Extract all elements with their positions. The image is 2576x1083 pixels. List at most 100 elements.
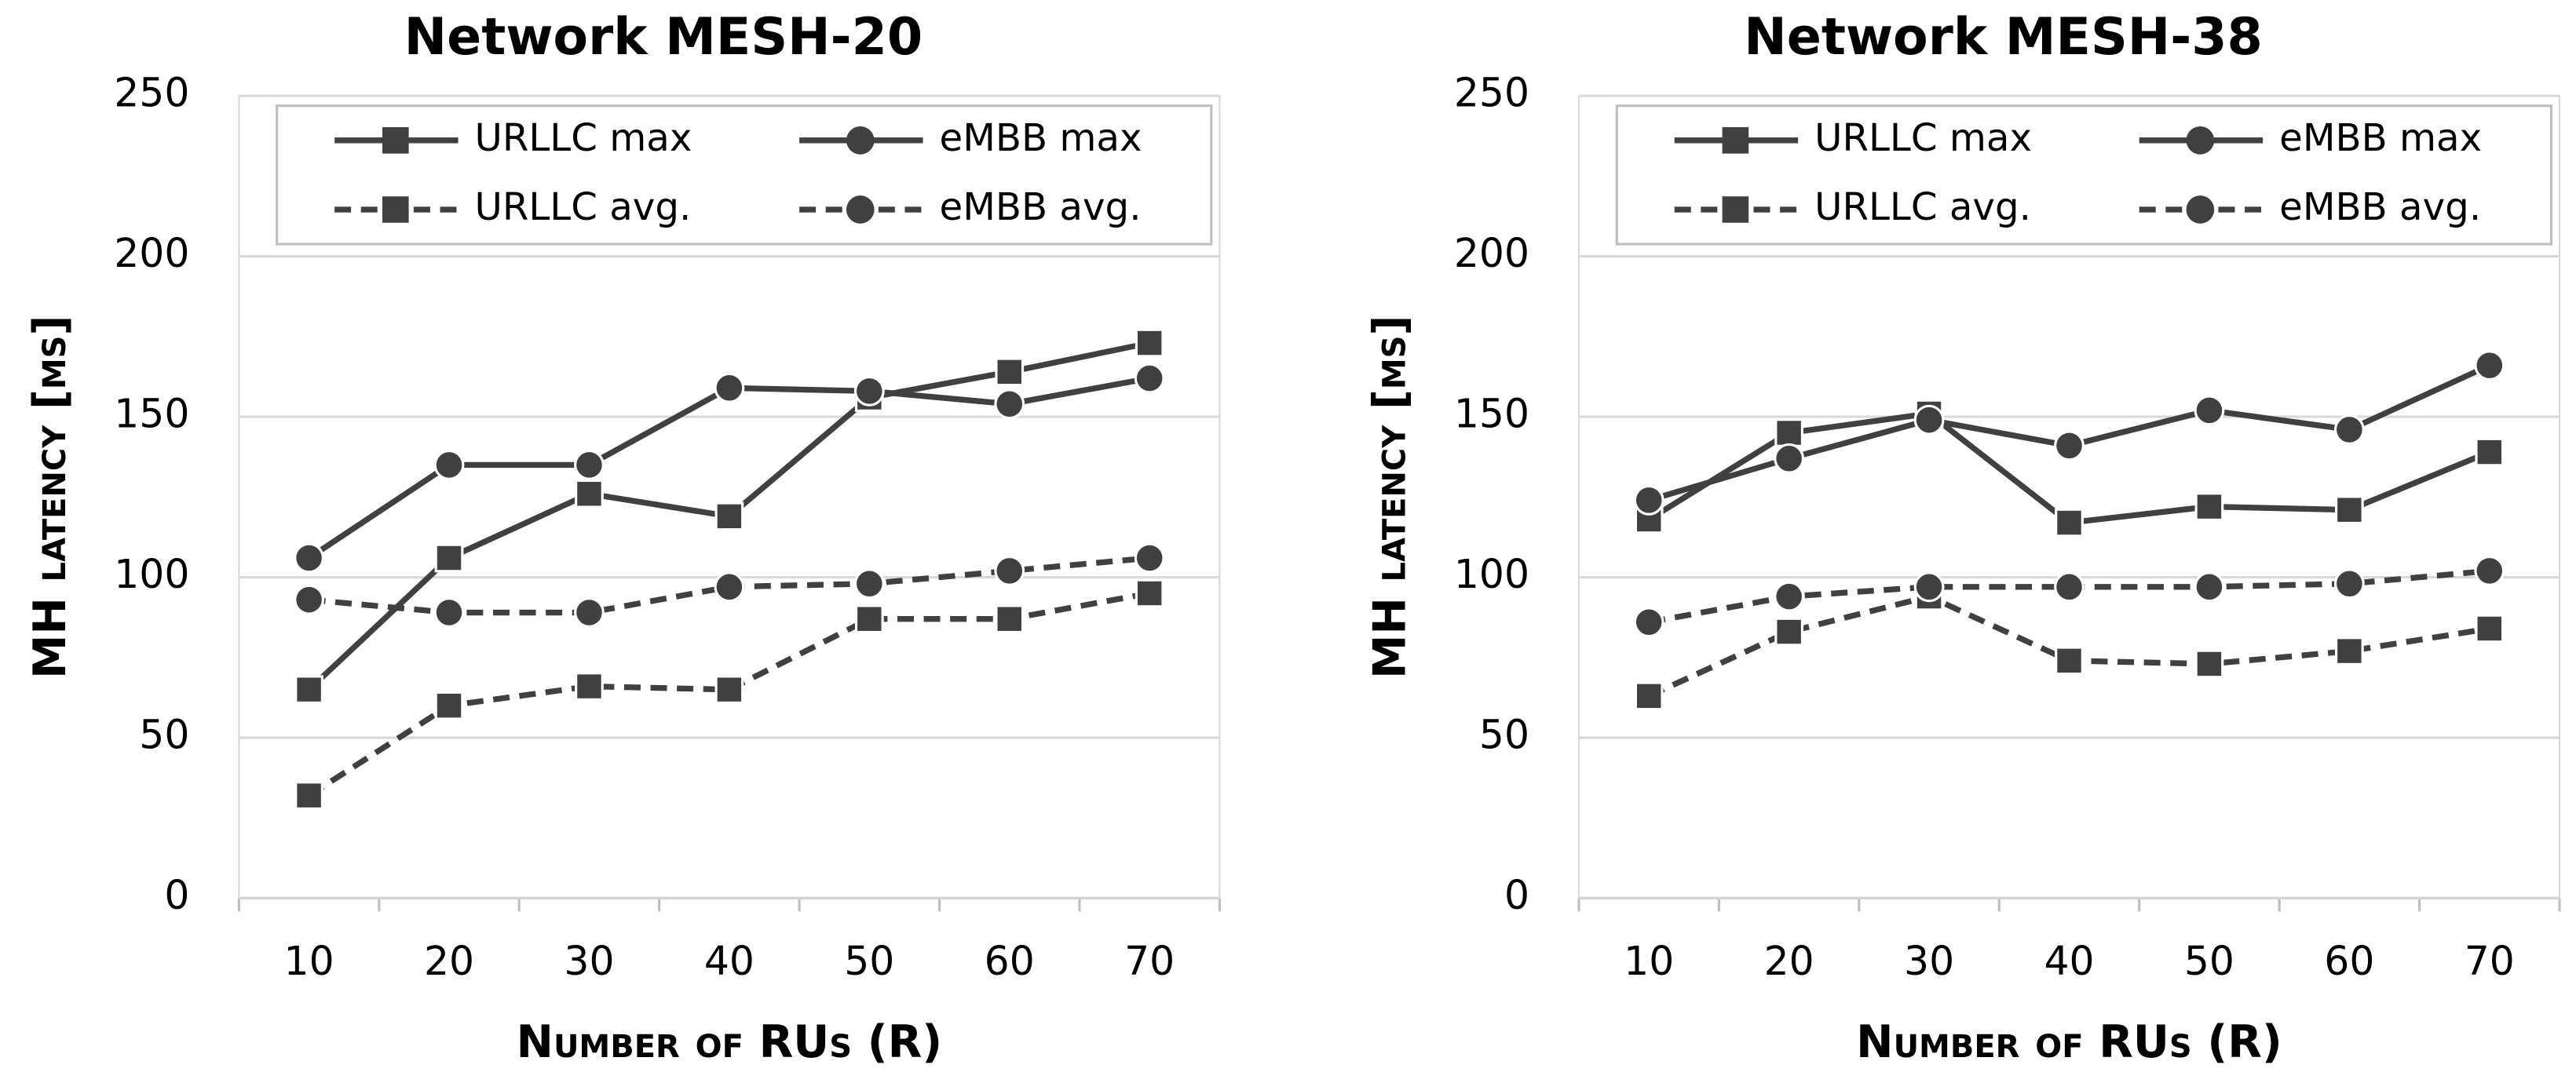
marker bbox=[574, 597, 605, 628]
x-tick-label: 20 bbox=[424, 938, 474, 984]
marker bbox=[2194, 649, 2224, 679]
legend-label: eMBB avg. bbox=[940, 185, 1142, 229]
chart: Network MESH-38 0 50 100 150 200 250 10 20 30 40 50… bbox=[1364, 8, 2561, 1068]
legend-label: URLLC max bbox=[475, 116, 692, 160]
legend-marker bbox=[846, 126, 875, 155]
marker bbox=[1134, 542, 1165, 574]
marker bbox=[2333, 568, 2365, 600]
marker bbox=[994, 388, 1025, 420]
marker bbox=[714, 501, 744, 531]
legend-label: eMBB max bbox=[940, 116, 1142, 160]
y-axis-title: MH latency [µs] bbox=[24, 315, 76, 679]
plot-border bbox=[238, 95, 1221, 899]
x-tick-label: 50 bbox=[2184, 938, 2234, 984]
legend-marker bbox=[2186, 126, 2215, 155]
y-tick-label: 100 bbox=[114, 551, 189, 597]
marker bbox=[714, 675, 744, 705]
y-tick-label: 250 bbox=[1454, 70, 1529, 116]
marker bbox=[1774, 581, 1805, 612]
legend-marker bbox=[846, 195, 875, 224]
marker bbox=[2475, 614, 2505, 644]
marker bbox=[995, 357, 1025, 387]
marker bbox=[2474, 555, 2505, 586]
y-tick-label: 0 bbox=[164, 872, 189, 918]
legend-label: URLLC max bbox=[1814, 116, 2032, 160]
chart-title: Network MESH-38 bbox=[1744, 8, 2263, 67]
marker bbox=[2474, 350, 2505, 381]
marker bbox=[575, 672, 604, 701]
legend-label: URLLC avg. bbox=[1814, 185, 2031, 229]
marker bbox=[2194, 571, 2225, 603]
x-tick-label: 70 bbox=[2465, 938, 2515, 984]
legend-marker bbox=[2186, 195, 2215, 224]
legend-box bbox=[1615, 104, 2553, 246]
marker bbox=[714, 372, 745, 403]
marker bbox=[433, 597, 465, 628]
marker bbox=[1135, 328, 1164, 358]
plot-border bbox=[1577, 95, 2561, 899]
x-tick-label: 20 bbox=[1764, 938, 1814, 984]
x-tick-label: 10 bbox=[1624, 938, 1674, 984]
marker bbox=[2334, 495, 2364, 525]
marker bbox=[853, 568, 885, 600]
marker bbox=[1774, 443, 1805, 474]
marker bbox=[2194, 395, 2225, 426]
y-tick-label: 250 bbox=[114, 70, 189, 116]
x-tick-label: 30 bbox=[564, 938, 614, 984]
marker bbox=[1134, 363, 1165, 394]
x-tick-label: 50 bbox=[844, 938, 894, 984]
y-tick-label: 150 bbox=[114, 391, 189, 437]
marker bbox=[854, 604, 884, 634]
y-axis-title: MH latency [µs] bbox=[1364, 315, 1416, 679]
y-tick-label: 0 bbox=[1504, 872, 1529, 918]
legend-marker bbox=[382, 127, 409, 154]
marker bbox=[2055, 508, 2084, 538]
legend-label: eMBB avg. bbox=[2279, 185, 2481, 229]
marker bbox=[2194, 492, 2224, 521]
marker bbox=[1913, 404, 1945, 436]
legend-label: URLLC avg. bbox=[475, 185, 692, 229]
marker bbox=[1913, 571, 1945, 603]
legend-marker bbox=[1722, 196, 1749, 223]
marker bbox=[434, 543, 464, 573]
y-tick-label: 100 bbox=[1454, 551, 1529, 597]
marker bbox=[294, 675, 323, 705]
marker bbox=[575, 479, 604, 509]
x-tick-label: 60 bbox=[985, 938, 1035, 984]
x-tick-label: 40 bbox=[2044, 938, 2094, 984]
marker bbox=[1774, 617, 1804, 647]
x-tick-label: 70 bbox=[1124, 938, 1175, 984]
marker bbox=[1633, 484, 1664, 516]
x-tick-label: 40 bbox=[704, 938, 755, 984]
legend-marker bbox=[1722, 127, 1749, 154]
y-tick-label: 150 bbox=[1454, 391, 1529, 437]
marker bbox=[2334, 636, 2364, 665]
legend-marker bbox=[382, 196, 409, 223]
marker bbox=[1634, 681, 1664, 711]
x-axis-title: Number of RUs (R) bbox=[1856, 1016, 2282, 1068]
marker bbox=[2054, 571, 2085, 603]
x-tick-label: 10 bbox=[284, 938, 334, 984]
x-tick-label: 30 bbox=[1904, 938, 1954, 984]
y-tick-label: 200 bbox=[1454, 230, 1529, 276]
marker bbox=[2055, 646, 2084, 676]
legend-box bbox=[276, 104, 1213, 246]
y-tick-label: 50 bbox=[1479, 712, 1529, 758]
marker bbox=[1633, 607, 1664, 638]
marker bbox=[434, 691, 464, 720]
marker bbox=[2333, 414, 2365, 445]
marker bbox=[714, 571, 745, 603]
marker bbox=[433, 450, 465, 480]
chart: Network MESH-20 0 50 100 150 200 250 10 20 30 40 50… bbox=[24, 8, 1221, 1068]
y-tick-label: 50 bbox=[139, 712, 189, 758]
legend-label: eMBB max bbox=[2279, 116, 2482, 160]
marker bbox=[2475, 437, 2505, 467]
marker bbox=[294, 542, 325, 574]
marker bbox=[1774, 418, 1804, 447]
y-tick-label: 200 bbox=[114, 230, 189, 276]
marker bbox=[294, 781, 323, 810]
marker bbox=[2054, 430, 2085, 461]
marker bbox=[574, 450, 605, 480]
marker bbox=[994, 555, 1025, 586]
